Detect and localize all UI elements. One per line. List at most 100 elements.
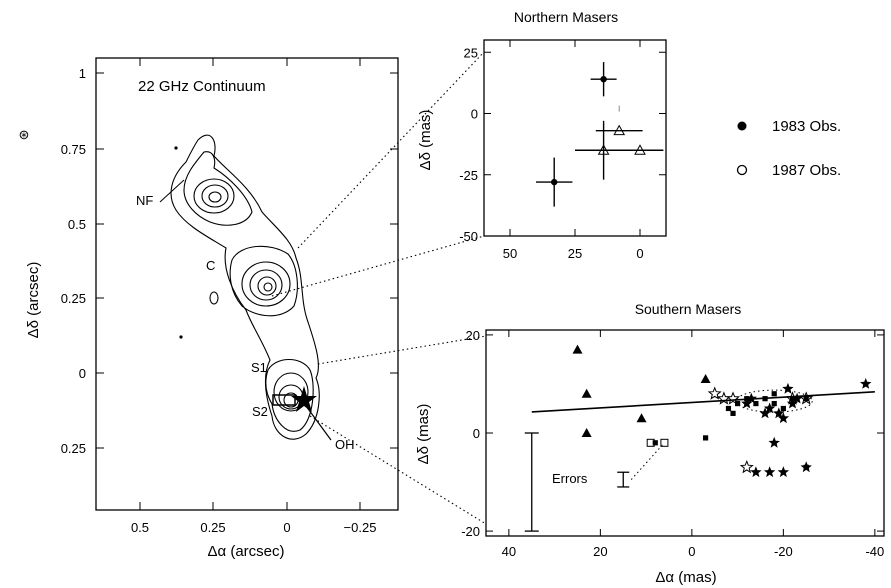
filled-circle-marker [600,76,607,83]
filled-square-marker [753,400,759,407]
fit-line [531,391,875,413]
filled-triangle-marker [636,413,647,423]
southern-axes: 20 0 -20 40 20 0 -20 -40 [461,328,884,559]
contour-speck [174,146,178,150]
southern-x-tick-label: -40 [865,544,884,559]
contour-ring [265,358,314,432]
corner-mark: ⊛ [19,127,30,142]
filled-square-marker [735,400,741,407]
label-s2: S2 [252,404,268,419]
continuum-x-label: Δα (arcsec) [207,543,284,560]
filled-triangle-marker [700,374,711,384]
open-star-marker [739,459,754,474]
contour-speck [179,335,183,339]
northern-points [536,62,664,207]
continuum-y-tick: 0.75 [61,142,86,157]
filled-star-marker [750,466,762,478]
legend-label-1983: 1983 Obs. [772,118,841,135]
legend: 1983 Obs. 1987 Obs. [736,118,841,179]
northern-x-tick-label: 0 [636,246,643,261]
contour-outer [170,134,320,440]
contour-ring [209,291,219,305]
continuum-x-axis: 0.5 0.25 0 −0.25 Δα (arcsec) [131,58,376,560]
filled-square-marker [652,440,658,446]
southern-y-tick-label: -20 [461,524,480,539]
errors-connector [630,442,665,480]
filled-star-marker [745,392,757,404]
oh-star-marker [291,386,317,412]
label-s1: S1 [251,360,267,375]
legend-marker-open-circle [736,164,748,176]
open-triangle-marker [613,124,626,136]
filled-star-marker [777,412,790,424]
errors-annotation: Errors [552,471,588,486]
open-square-marker [646,438,655,447]
northern-frame [483,39,667,237]
pointer-nf [159,179,185,203]
open-star-marker [785,391,800,405]
open-star-marker [799,391,814,405]
filled-star-marker [763,402,776,414]
continuum-y-tick: 1 [79,66,86,81]
open-star-marker [716,391,731,405]
continuum-y-tick: 0 [79,366,86,381]
open-star-marker [707,386,722,400]
northern-y-tick-label: 0 [471,107,478,122]
label-nf: NF [136,193,153,208]
continuum-y-tick: 0.25 [61,291,86,306]
southern-marks [524,344,875,532]
southern-x-tick-label: -20 [774,544,793,559]
southern-x-label: Δα (mas) [655,569,716,586]
continuum-panel: 22 GHz Continuum 1 0.75 0.5 0.25 0 0.25 … [19,57,399,560]
filled-star-marker [782,382,794,394]
filled-square-marker [771,391,777,397]
filled-square-marker [771,400,777,407]
contour-ring [273,372,309,412]
filled-square-marker [803,396,809,402]
filled-square-marker [702,435,709,441]
open-star-marker [725,391,740,405]
filled-triangle-marker [581,428,592,437]
continuum-y-axis: 1 0.75 0.5 0.25 0 0.25 Δδ (arcsec) ⊛ [19,66,398,456]
northern-x-tick-label: 50 [503,246,517,261]
filled-square-marker [725,405,732,412]
legend-label-1987: 1987 Obs. [772,162,841,179]
northern-masers-panel: Northern Masers 25 0 -25 -50 50 25 0 Δδ (mas) [417,9,667,261]
continuum-title: 22 GHz Continuum [138,78,266,95]
open-triangle-marker [634,144,646,155]
maser-box-s1 [272,394,296,406]
southern-masers-panel: Southern Masers 20 0 -20 40 20 0 -20 -40 Δδ (ma… [415,301,885,586]
contour-ring [257,276,277,296]
continuum-contours [170,134,320,440]
northern-axes: 25 0 -25 -50 50 25 0 [459,40,666,261]
continuum-x-tick: −0.25 [344,520,377,535]
continuum-x-tick: 0.25 [200,520,225,535]
filled-star-marker [860,378,872,389]
northern-x-tick-label: 25 [568,246,582,261]
continuum-x-tick: 0 [283,520,290,535]
filled-star-marker [741,397,753,409]
pointer-oh [305,405,332,441]
filled-star-marker [800,461,812,473]
label-c: C [206,258,215,273]
southern-x-tick-label: 40 [502,544,516,559]
filled-square-marker [730,410,736,416]
filled-star-marker [759,407,771,419]
connector-lines [271,51,487,525]
southern-y-label: Δδ (mas) [415,404,432,465]
contour-ring [241,261,291,307]
filled-star-marker [768,436,780,448]
southern-x-tick-label: 20 [593,544,607,559]
continuum-y-label: Δδ (arcsec) [25,262,42,339]
continuum-y-tick: 0.25 [61,441,86,456]
filled-circle-marker [551,178,558,186]
contour-ring [249,269,283,301]
southern-y-tick-label: 20 [466,328,480,343]
contour-ring [183,151,253,226]
southern-y-tick-label: 0 [473,426,480,441]
northern-y-label: Δδ (mas) [417,110,434,171]
southern-frame [485,329,885,537]
contour-ring [263,282,273,292]
continuum-y-tick: 0.5 [68,217,86,232]
